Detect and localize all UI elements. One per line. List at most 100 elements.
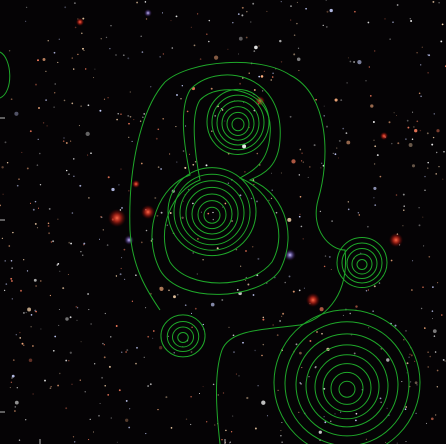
star <box>329 8 333 13</box>
star <box>258 75 261 78</box>
star <box>68 173 70 175</box>
star <box>431 310 434 312</box>
star <box>15 334 17 336</box>
star <box>321 162 323 164</box>
star <box>436 386 438 388</box>
star <box>411 164 416 168</box>
star <box>369 95 372 97</box>
star <box>225 429 227 432</box>
star <box>385 441 387 443</box>
star <box>397 142 400 145</box>
star <box>45 99 47 101</box>
star <box>328 255 331 258</box>
star <box>414 129 418 133</box>
star <box>135 362 137 365</box>
star <box>418 92 421 95</box>
star <box>58 308 60 311</box>
star <box>63 99 66 102</box>
star <box>262 90 264 92</box>
star <box>261 354 263 357</box>
contour-ring <box>166 321 200 352</box>
star <box>342 127 345 130</box>
star <box>438 2 440 4</box>
star <box>117 113 119 115</box>
star <box>121 257 123 259</box>
star <box>98 414 100 417</box>
star <box>349 60 352 63</box>
star <box>194 160 197 163</box>
contour-ring <box>341 242 383 284</box>
star <box>406 119 409 122</box>
star <box>184 166 187 169</box>
star <box>45 70 47 73</box>
star <box>318 430 322 434</box>
star <box>212 211 214 214</box>
star <box>324 255 327 257</box>
star <box>145 229 148 232</box>
star <box>37 207 40 209</box>
star <box>136 346 138 349</box>
star <box>331 220 333 222</box>
star <box>347 57 349 59</box>
star <box>31 345 34 347</box>
star <box>192 252 194 254</box>
star <box>410 354 413 357</box>
star <box>131 140 133 142</box>
star <box>126 349 129 352</box>
star <box>420 307 423 310</box>
star <box>173 352 175 354</box>
star <box>336 147 338 149</box>
star <box>237 13 240 15</box>
star <box>384 18 386 20</box>
star <box>99 109 102 112</box>
star <box>26 270 29 272</box>
star <box>386 358 390 362</box>
star <box>238 375 240 377</box>
star <box>0 204 1 207</box>
star <box>1 237 4 240</box>
star <box>287 217 292 222</box>
star <box>322 24 324 27</box>
star <box>40 328 42 330</box>
star <box>365 80 367 82</box>
star <box>271 76 274 78</box>
star <box>412 260 414 262</box>
star <box>224 202 227 205</box>
star <box>241 6 244 9</box>
star <box>403 338 405 341</box>
star <box>340 99 343 102</box>
star <box>334 153 337 156</box>
contour-ring <box>231 117 245 132</box>
star <box>372 121 375 123</box>
star <box>47 225 50 227</box>
star <box>424 189 426 191</box>
star <box>427 161 429 164</box>
star <box>227 48 229 50</box>
star <box>380 401 382 404</box>
star <box>421 46 423 48</box>
star <box>426 132 429 135</box>
star <box>142 116 144 118</box>
star <box>13 410 16 412</box>
contour-ring <box>211 94 265 151</box>
star <box>280 430 282 432</box>
star <box>73 68 75 70</box>
star <box>105 36 108 39</box>
star <box>431 318 434 320</box>
star <box>266 10 268 12</box>
star <box>83 49 85 52</box>
star <box>402 193 405 196</box>
star <box>25 20 27 22</box>
star <box>323 115 325 117</box>
star <box>162 53 165 55</box>
star <box>5 283 8 285</box>
star <box>81 32 83 35</box>
star <box>425 422 428 424</box>
star <box>88 197 90 199</box>
star <box>315 366 317 368</box>
star <box>316 331 318 333</box>
star <box>200 211 202 213</box>
star <box>131 300 134 302</box>
star <box>33 278 37 282</box>
star <box>118 183 120 186</box>
